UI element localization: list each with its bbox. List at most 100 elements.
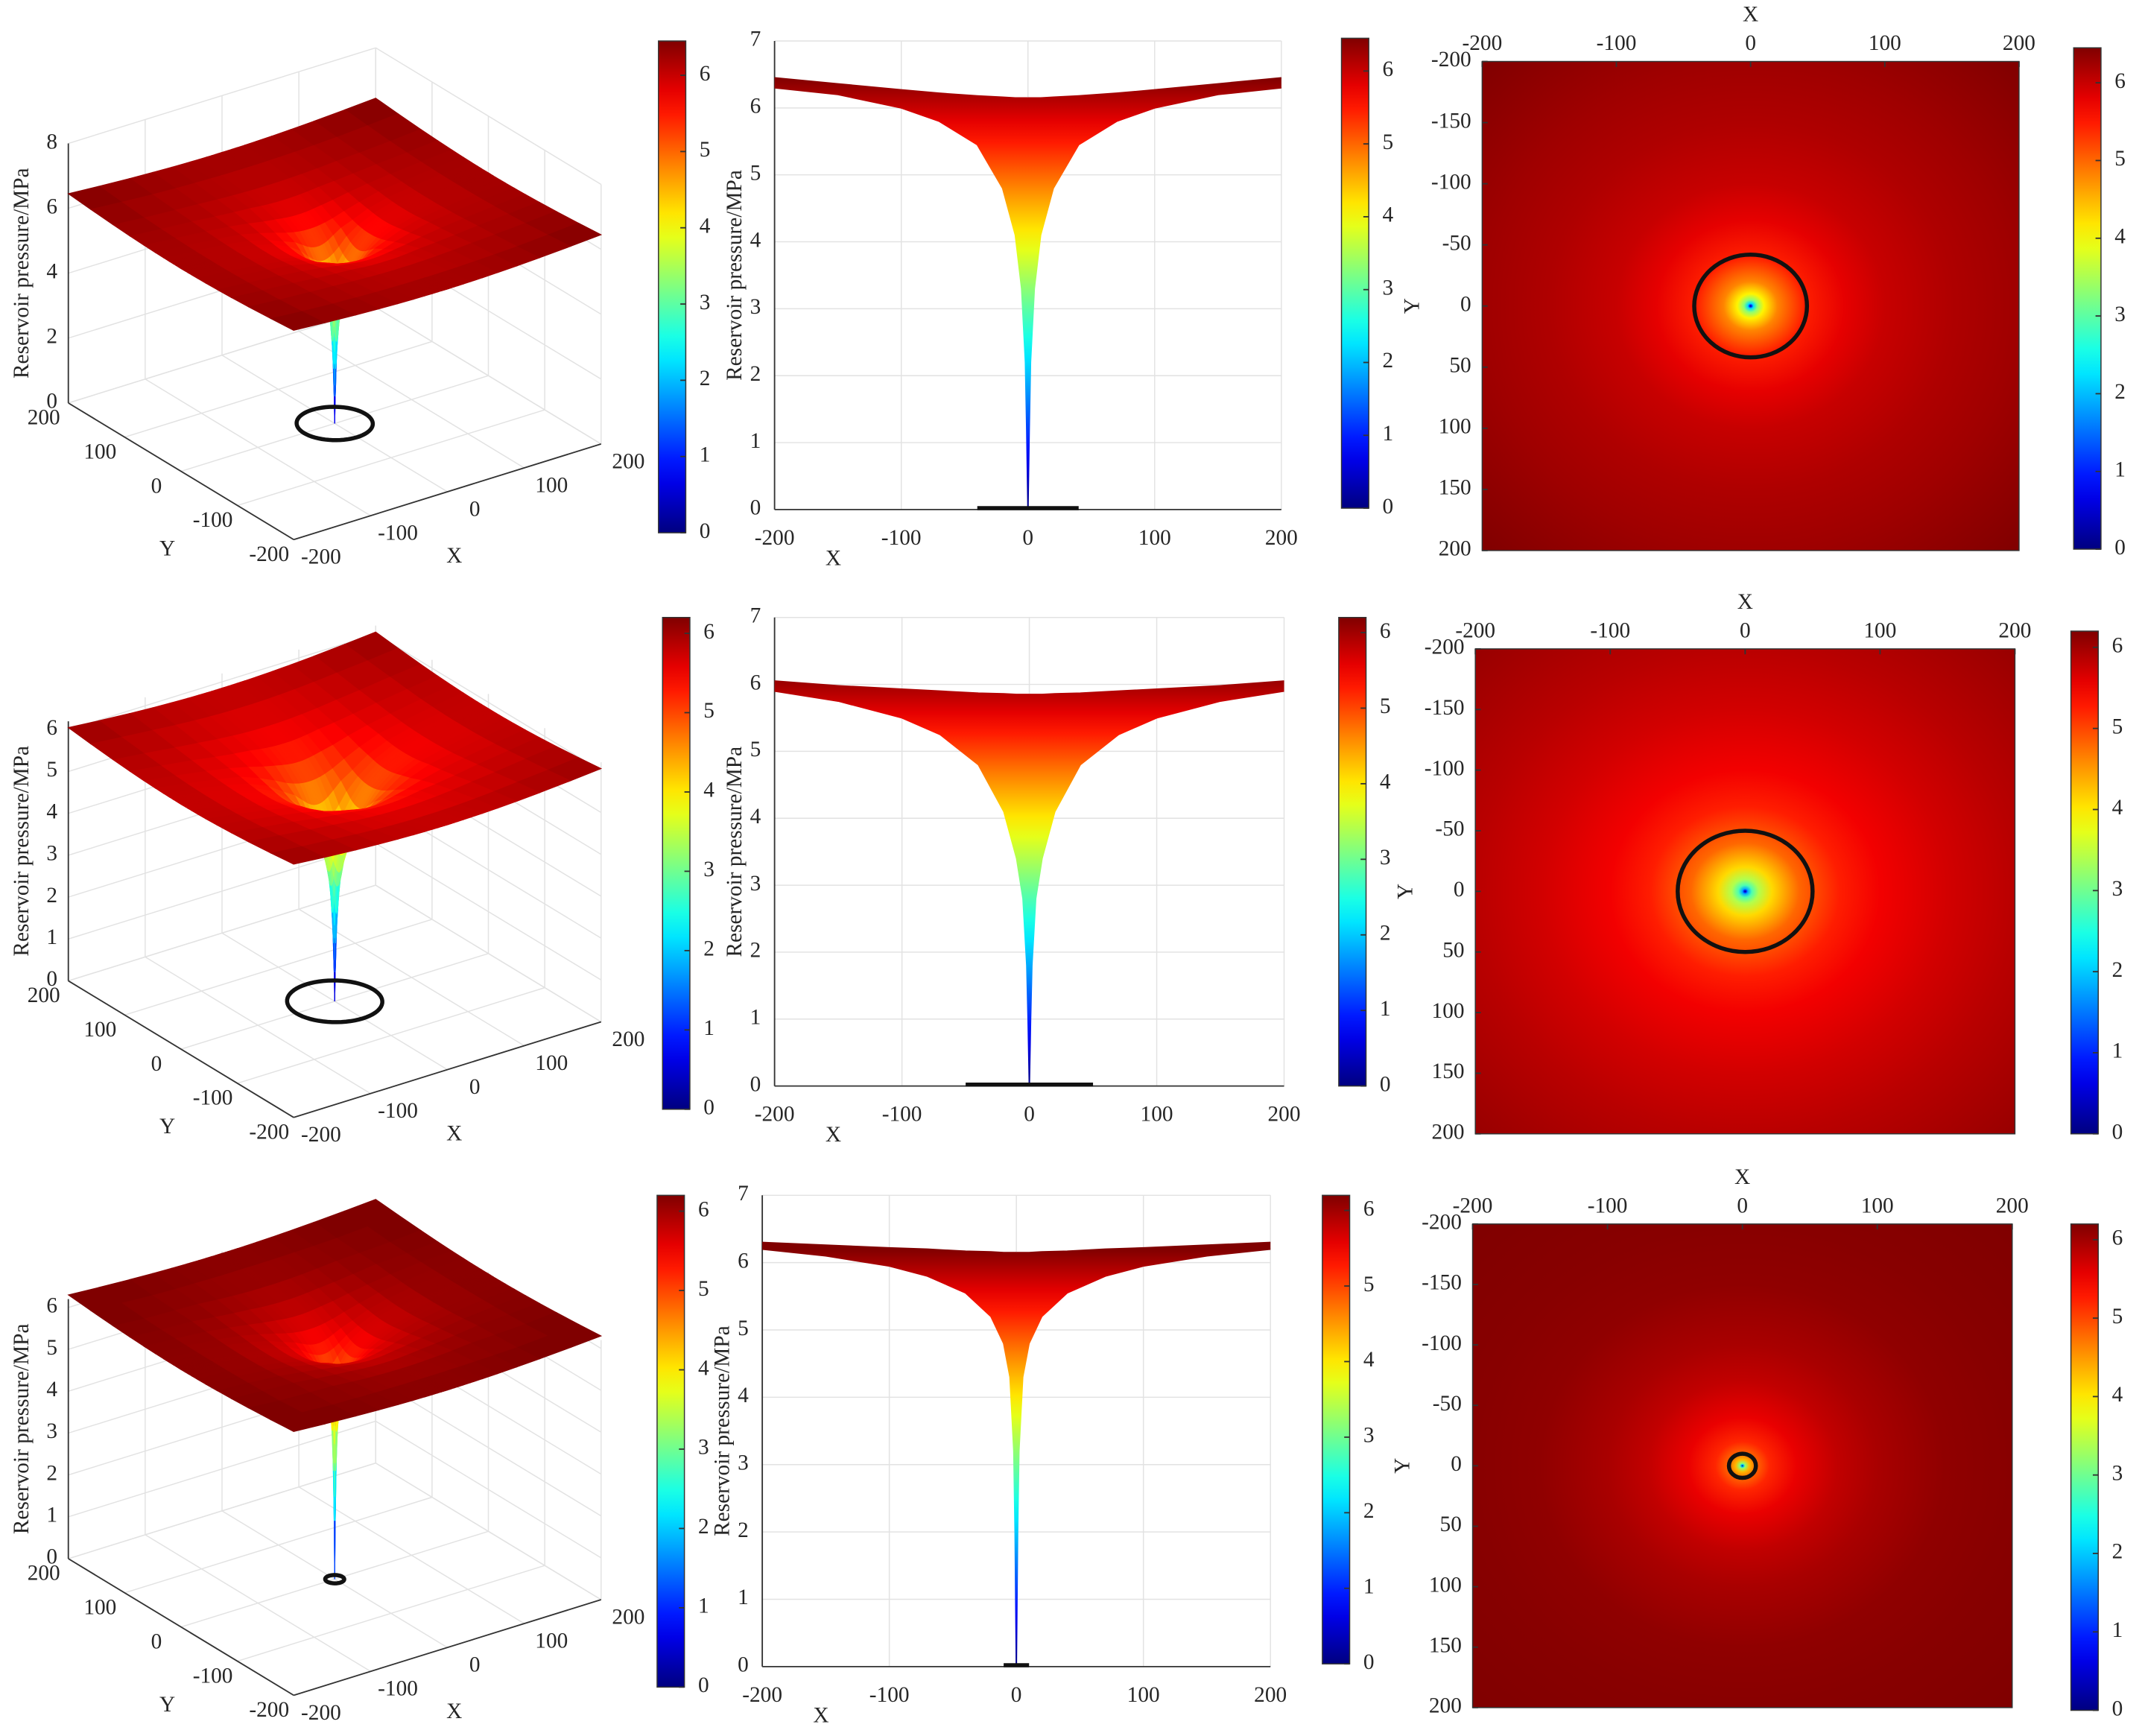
x-tick-label: 0	[1022, 526, 1033, 550]
colorbar-tick-label: 1	[2112, 1618, 2123, 1642]
colorbar-tick-label: 1	[700, 443, 711, 466]
y-tick-label: 1	[750, 1006, 761, 1030]
x-tick-label: 200	[612, 1605, 644, 1629]
y-tick-label: -200	[249, 1698, 289, 1722]
y-axis-label: Reservoir pressure/MPa	[723, 747, 747, 957]
y-tick-label: 150	[1429, 1633, 1462, 1657]
radius-circle	[1726, 1451, 1758, 1480]
y-tick-label: 1	[738, 1585, 749, 1609]
colorbar	[2073, 47, 2102, 550]
colorbar-tick-label: 4	[2112, 1383, 2123, 1407]
colorbar	[1340, 37, 1369, 509]
z-tick-label: 0	[46, 390, 57, 414]
surface-patch	[270, 1412, 326, 1432]
y-tick-label: -150	[1431, 109, 1471, 133]
grid-line	[375, 1378, 602, 1517]
colorbar-tick-label: 6	[1363, 1197, 1375, 1220]
pressure-field	[1482, 61, 2019, 551]
colorbar-tick-label: 4	[703, 779, 714, 802]
y-tick-label: 3	[750, 295, 761, 319]
x-tick-label: 100	[535, 1629, 568, 1653]
y-tick-label: -100	[1422, 1331, 1462, 1355]
x-tick-label: 200	[1254, 1683, 1287, 1707]
x-tick-label: -100	[1588, 1194, 1628, 1218]
y-tick-label: 0	[1460, 292, 1471, 316]
colorbar-tick-label: 1	[698, 1594, 709, 1618]
colorbar-tick-label: 1	[1363, 1574, 1375, 1598]
edge-pressure-line	[1027, 77, 1281, 99]
z-tick-label: 8	[46, 130, 57, 153]
y-tick-label: 5	[750, 738, 761, 761]
colorbar-tick-label: 1	[1383, 422, 1394, 446]
colorbar	[2070, 1223, 2100, 1711]
colorbar-tick-label: 0	[700, 519, 711, 543]
y-tick-label: 4	[750, 228, 761, 252]
grid-line	[375, 843, 602, 981]
colorbar-tick-label: 0	[698, 1673, 709, 1697]
y-tick-label: 4	[750, 805, 761, 829]
y-tick-label: -200	[249, 542, 289, 566]
grid-line	[375, 884, 602, 1023]
x-tick-label: -200	[301, 1123, 341, 1147]
grid-line	[375, 1463, 602, 1600]
y-tick-label: -200	[1425, 636, 1465, 659]
colorbar	[662, 617, 691, 1110]
x-tick-label: -100	[881, 526, 922, 550]
y-tick-label: 100	[83, 440, 116, 463]
x-axis-label: X	[826, 1123, 841, 1147]
colorbar-tick-label: 2	[2114, 380, 2126, 404]
colorbar	[2070, 630, 2100, 1135]
colorbar-tick-label: 2	[1380, 921, 1391, 945]
y-axis-label: Y	[1393, 884, 1417, 899]
y-tick-label: 100	[1439, 415, 1471, 439]
z-tick-label: 3	[46, 842, 57, 866]
colorbar-tick-label: 5	[2114, 147, 2126, 171]
y-tick-label: -100	[193, 1664, 233, 1688]
x-tick-label: 200	[1998, 619, 2031, 643]
x-tick-label: -100	[882, 1103, 922, 1127]
x-tick-label: -200	[1462, 31, 1502, 55]
colorbar-tick-label: 6	[1383, 57, 1394, 81]
x-tick-label: 0	[469, 1653, 481, 1677]
z-tick-label: 2	[46, 1461, 57, 1485]
y-tick-label: 2	[750, 362, 761, 386]
colorbar-tick-label: 3	[1380, 846, 1391, 869]
colorbar-tick-label: 4	[698, 1356, 709, 1380]
colorbar	[658, 40, 687, 533]
colorbar-tick-label: 3	[698, 1436, 709, 1460]
colorbar-tick-label: 1	[2112, 1039, 2123, 1063]
y-axis-label: Y	[159, 1115, 175, 1138]
y-tick-label: 200	[28, 406, 60, 430]
z-tick-label: 6	[46, 716, 57, 740]
colorbar-tick-label: 3	[700, 291, 711, 314]
y-tick-label: 7	[750, 28, 761, 51]
colorbar-tick-label: 4	[700, 214, 711, 238]
y-tick-label: -100	[193, 1086, 233, 1110]
z-tick-label: 1	[46, 925, 57, 949]
y-tick-label: 0	[750, 496, 761, 520]
x-tick-label: -100	[1597, 31, 1637, 55]
grid-line	[68, 884, 376, 982]
y-tick-label: -200	[1431, 48, 1471, 72]
colorbar-tick-label: 0	[1363, 1650, 1375, 1674]
z-tick-label: 5	[46, 758, 57, 782]
surface	[67, 98, 603, 424]
y-tick-label: 4	[738, 1384, 749, 1407]
radius-circle	[285, 978, 384, 1024]
colorbar-tick-label: 3	[2112, 877, 2123, 901]
grid-line	[68, 47, 376, 145]
y-tick-label: -200	[1422, 1211, 1462, 1235]
colorbar-tick-label: 3	[2112, 1461, 2123, 1485]
colorbar-tick-label: 6	[2112, 1226, 2123, 1250]
colorbar-tick-label: 3	[1383, 276, 1394, 300]
colorbar-tick-label: 1	[703, 1016, 714, 1040]
surface-fill	[774, 77, 1281, 510]
grid-line	[375, 633, 602, 771]
z-tick-label: 5	[46, 1336, 57, 1360]
grid-line	[124, 1496, 433, 1594]
colorbar	[1322, 1194, 1351, 1664]
y-tick-label: 50	[1449, 353, 1471, 377]
colorbar-tick-label: 0	[1380, 1072, 1391, 1096]
z-tick-label: 2	[46, 884, 57, 907]
x-tick-label: -200	[1453, 1194, 1493, 1218]
